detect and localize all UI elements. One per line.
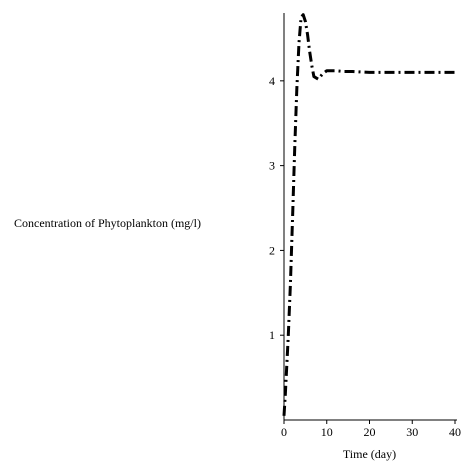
- x-tick-label: 40: [449, 425, 461, 439]
- x-axis-label: Time (day): [343, 447, 396, 461]
- y-tick-label: 4: [269, 74, 275, 88]
- y-tick-label: 2: [269, 243, 275, 257]
- x-tick-label: 20: [364, 425, 376, 439]
- y-axis-ticks: 1 2 3 4: [269, 74, 284, 342]
- x-tick-label: 30: [406, 425, 418, 439]
- x-tick-label: 10: [321, 425, 333, 439]
- x-axis-ticks: 0 10 20 30 40: [281, 420, 461, 439]
- y-tick-label: 1: [269, 328, 275, 342]
- x-tick-label: 0: [281, 425, 287, 439]
- y-axis-label: Concentration of Phytoplankton (mg/l): [14, 216, 201, 230]
- y-tick-label: 3: [269, 159, 275, 173]
- axes: [284, 13, 457, 420]
- series-line: [284, 15, 455, 416]
